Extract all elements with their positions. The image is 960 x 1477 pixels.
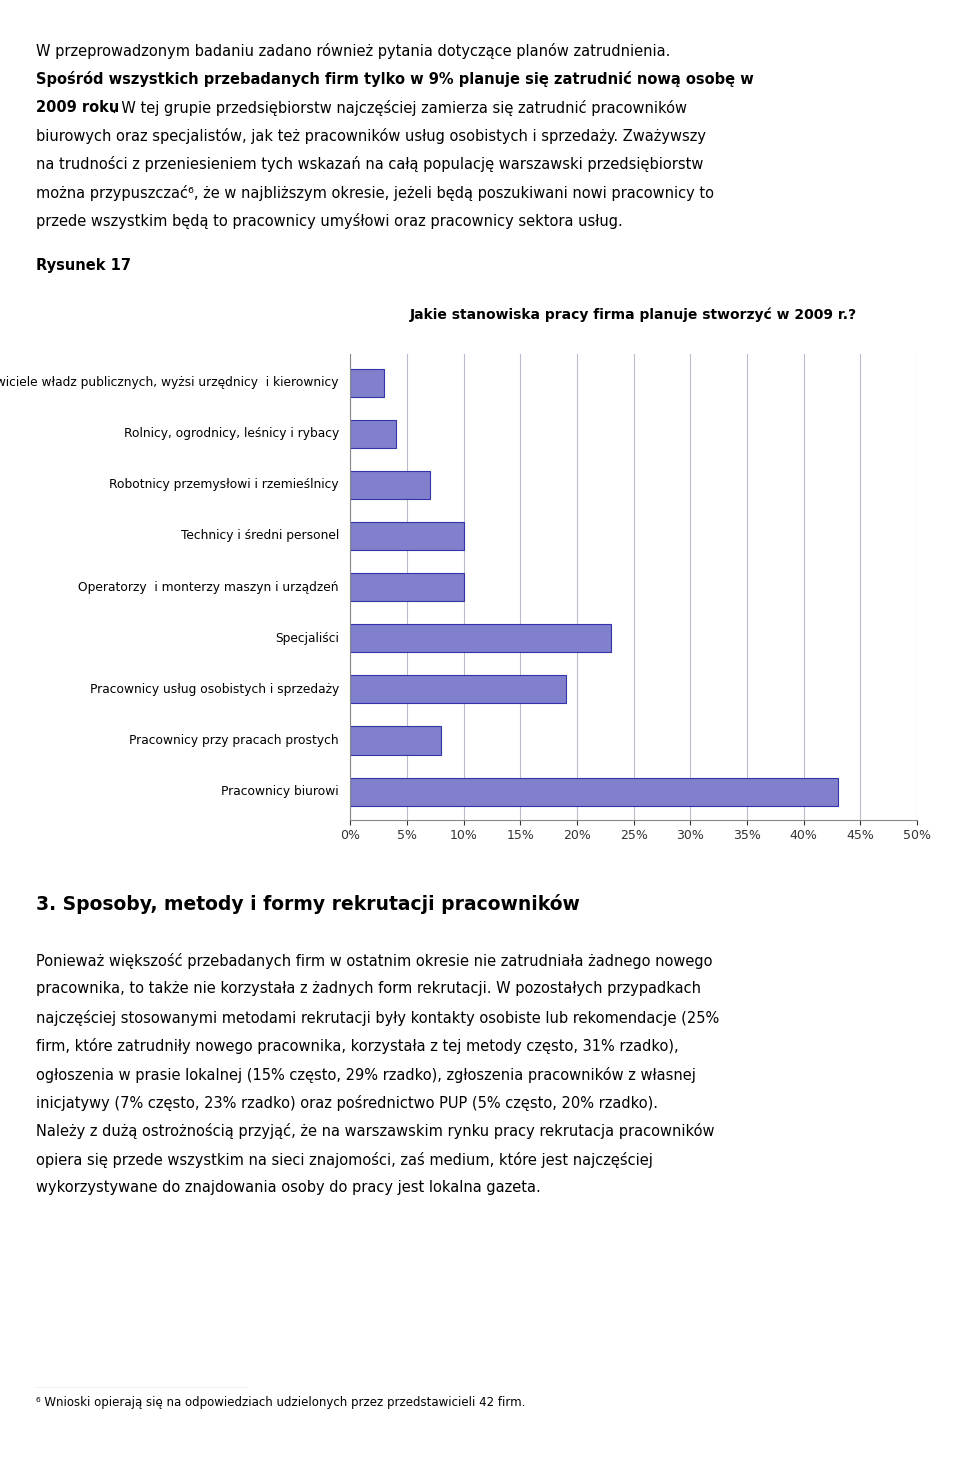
Text: Pracownicy biurowi: Pracownicy biurowi — [221, 786, 339, 798]
Text: Specjaliści: Specjaliści — [275, 632, 339, 645]
Text: pracownika, to także nie korzystała z żadnych form rekrutacji. W pozostałych prz: pracownika, to także nie korzystała z ża… — [36, 982, 702, 997]
Text: Rolnicy, ogrodnicy, leśnicy i rybacy: Rolnicy, ogrodnicy, leśnicy i rybacy — [124, 427, 339, 440]
Text: na trudności z przeniesieniem tych wskazań na całą populację warszawski przedsię: na trudności z przeniesieniem tych wskaz… — [36, 157, 704, 173]
Bar — [350, 675, 565, 703]
Text: firm, które zatrudniły nowego pracownika, korzystała z tej metody często, 31% rz: firm, które zatrudniły nowego pracownika… — [36, 1038, 679, 1055]
Text: Operatorzy  i monterzy maszyn i urządzeń: Operatorzy i monterzy maszyn i urządzeń — [79, 580, 339, 594]
Text: ⁶ Wnioski opierają się na odpowiedziach udzielonych przez przedstawicieli 42 fir: ⁶ Wnioski opierają się na odpowiedziach … — [36, 1396, 526, 1409]
Text: W przeprowadzonym badaniu zadano również pytania dotyczące planów zatrudnienia.: W przeprowadzonym badaniu zadano również… — [36, 43, 671, 59]
Text: 2009 roku: 2009 roku — [36, 99, 120, 115]
Text: . W tej grupie przedsiębiorstw najczęściej zamierza się zatrudnić pracowników: . W tej grupie przedsiębiorstw najczęści… — [112, 99, 687, 115]
Bar — [350, 573, 464, 601]
Text: przede wszystkim będą to pracownicy umyśłowi oraz pracownicy sektora usług.: przede wszystkim będą to pracownicy umyś… — [36, 213, 623, 229]
Bar — [350, 369, 384, 397]
Text: najczęściej stosowanymi metodami rekrutacji były kontakty osobiste lub rekomenda: najczęściej stosowanymi metodami rekruta… — [36, 1010, 720, 1027]
Text: biurowych oraz specjalistów, jak też pracowników usług osobistych i sprzedaży. Z: biurowych oraz specjalistów, jak też pra… — [36, 128, 707, 143]
Text: Przedstawiciele władz publicznych, wyżsi urzędnicy  i kierownicy: Przedstawiciele władz publicznych, wyżsi… — [0, 377, 339, 388]
Bar — [350, 419, 396, 448]
Text: Robotnicy przemysłowi i rzemieślnicy: Robotnicy przemysłowi i rzemieślnicy — [109, 479, 339, 492]
Text: Pracownicy przy pracach prostych: Pracownicy przy pracach prostych — [130, 734, 339, 747]
Bar — [350, 471, 430, 499]
Text: Technicy i średni personel: Technicy i średni personel — [180, 529, 339, 542]
Text: ogłoszenia w prasie lokalnej (15% często, 29% rzadko), zgłoszenia pracowników z : ogłoszenia w prasie lokalnej (15% często… — [36, 1066, 696, 1083]
Text: 3. Sposoby, metody i formy rekrutacji pracowników: 3. Sposoby, metody i formy rekrutacji pr… — [36, 894, 581, 914]
Bar — [350, 727, 441, 755]
Text: Jakie stanowiska pracy firma planuje stworzyć w 2009 r.?: Jakie stanowiska pracy firma planuje stw… — [410, 307, 857, 322]
Text: Pracownicy usług osobistych i sprzedaży: Pracownicy usług osobistych i sprzedaży — [89, 682, 339, 696]
Bar — [350, 625, 611, 653]
Text: Ponieważ większość przebadanych firm w ostatnim okresie nie zatrudniała żadnego : Ponieważ większość przebadanych firm w o… — [36, 953, 713, 969]
Text: Rysunek 17: Rysunek 17 — [36, 258, 132, 273]
Text: można przypuszczać⁶, że w najbliższym okresie, jeżeli będą poszukiwani nowi prac: można przypuszczać⁶, że w najbliższym ok… — [36, 185, 714, 201]
Text: Spośród wszystkich przebadanych firm tylko w 9% planuje się zatrudnić nową osobę: Spośród wszystkich przebadanych firm tyl… — [36, 71, 755, 87]
Bar — [350, 521, 464, 549]
Text: inicjatywy (7% często, 23% rzadko) oraz pośrednictwo PUP (5% często, 20% rzadko): inicjatywy (7% często, 23% rzadko) oraz … — [36, 1094, 659, 1111]
Bar — [350, 777, 837, 805]
Text: Należy z dużą ostrożnością przyjąć, że na warszawskim rynku pracy rekrutacja pra: Należy z dużą ostrożnością przyjąć, że n… — [36, 1124, 715, 1139]
Text: opiera się przede wszystkim na sieci znajomości, zaś medium, które jest najczęśc: opiera się przede wszystkim na sieci zna… — [36, 1152, 654, 1168]
Text: wykorzystywane do znajdowania osoby do pracy jest lokalna gazeta.: wykorzystywane do znajdowania osoby do p… — [36, 1180, 541, 1195]
